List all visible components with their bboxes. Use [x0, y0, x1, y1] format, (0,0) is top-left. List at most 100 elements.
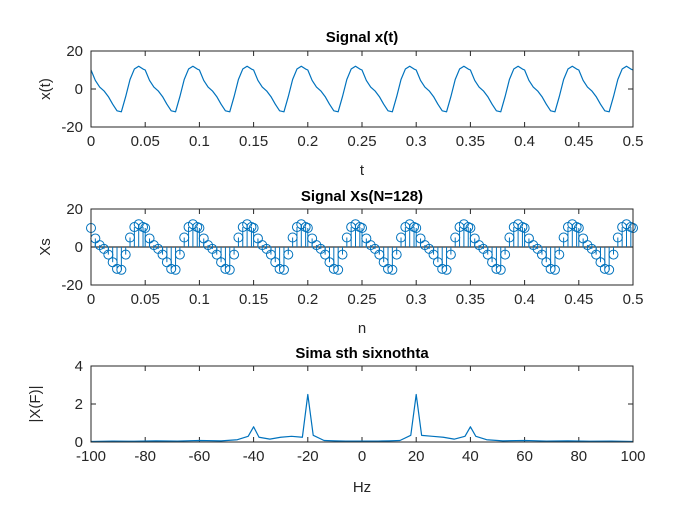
x-tick-label: 80	[570, 448, 587, 465]
stem-marker	[549, 264, 560, 275]
x-tick-label: 0.15	[239, 291, 268, 308]
panel-3-xlabel: Hz	[353, 479, 371, 496]
stem-marker	[445, 249, 456, 260]
stem-marker	[519, 223, 530, 233]
x-tick-label: 0.4	[514, 291, 535, 308]
stem-marker	[174, 249, 185, 260]
stem-marker	[354, 222, 365, 233]
x-tick-label: -80	[134, 448, 156, 465]
stem-marker	[283, 249, 294, 260]
x-tick-label: 20	[408, 448, 425, 465]
x-tick-label: 0.45	[564, 133, 593, 150]
stem-marker	[387, 264, 398, 275]
stem-marker	[441, 264, 452, 275]
y-tick-label: -20	[61, 119, 83, 136]
stem-marker	[302, 223, 313, 233]
stem-marker	[246, 222, 257, 233]
x-tick-label: 0.3	[406, 133, 427, 150]
stem-marker	[517, 222, 528, 233]
panel-1-plot-area	[90, 65, 634, 113]
x-tick-label: 0.25	[347, 133, 376, 150]
stem-marker	[391, 249, 402, 260]
panel-3-ticks: -100 -80 -60 -40 -20 0 20 40 60 80 100 0 2 4	[75, 358, 646, 465]
x-tick-label: 0.25	[347, 291, 376, 308]
x-tick-label: 0.5	[623, 133, 644, 150]
x-tick-label: 0	[87, 133, 95, 150]
stem-marker	[571, 222, 582, 233]
panel-2-ylabel: Xs	[37, 238, 54, 256]
stem-marker	[248, 223, 259, 233]
x-tick-label: 0.05	[131, 291, 160, 308]
stem-marker	[138, 222, 149, 233]
stem-marker	[500, 249, 511, 260]
panel-1-xlabel: t	[360, 162, 365, 179]
x-tick-label: 0.1	[189, 291, 210, 308]
x-tick-label: 60	[516, 448, 533, 465]
panel-3-title: Sima sth sixnothta	[295, 345, 429, 362]
x-tick-label: 100	[620, 448, 645, 465]
panel-1-ticks: 0 0.05 0.1 0.15 0.2 0.25 0.3 0.35 0.4 0.45 0.5-200…	[61, 43, 643, 150]
panel-2-ticks: 0 0.05 0.1 0.15 0.2 0.25 0.3 0.35 0.4 0.45 0.5-200…	[61, 201, 643, 308]
panel-3-axes-box	[90, 365, 634, 443]
y-tick-label: 2	[75, 396, 83, 413]
x-tick-label: -60	[189, 448, 211, 465]
x-tick-label: 0.15	[239, 133, 268, 150]
y-tick-label: 20	[66, 201, 83, 218]
stem-marker	[495, 264, 506, 275]
x-tick-label: 40	[462, 448, 479, 465]
stem-marker	[465, 223, 476, 233]
stem-marker	[116, 264, 127, 275]
x-tick-label: -20	[297, 448, 319, 465]
panel-1-title: Signal x(t)	[326, 29, 399, 46]
stem-marker	[278, 264, 289, 275]
stem-marker	[409, 222, 420, 233]
x-tick-label: 0.2	[297, 133, 318, 150]
stem-marker	[411, 223, 422, 233]
panel-spectrum: Sima sth sixnothta Hz |X(F)| -100 -80 -60-…	[27, 345, 646, 496]
y-tick-label: 0	[75, 239, 83, 256]
y-tick-label: 0	[75, 81, 83, 98]
panel-signal-xt: Signal x(t) t x(t) 0 0.05 0.1 0.15 0.2 0.25 0.…	[37, 29, 643, 179]
stem-marker	[333, 264, 344, 275]
panel-1-ylabel: x(t)	[37, 78, 54, 100]
y-tick-label: 20	[66, 43, 83, 60]
panel-3-ylabel: |X(F)|	[27, 386, 44, 423]
stem-marker	[192, 222, 203, 233]
stem-marker	[224, 264, 235, 275]
x-tick-label: -40	[243, 448, 265, 465]
x-tick-label: 0.45	[564, 291, 593, 308]
series-line	[90, 65, 634, 113]
x-tick-label: 0.35	[456, 133, 485, 150]
x-tick-label: 0.5	[623, 291, 644, 308]
panel-signal-xs: Signal Xs(N=128) n Xs 0 0.05 0.1 0.15 0.2 0.2…	[37, 188, 643, 337]
x-tick-label: 0	[87, 291, 95, 308]
x-tick-label: -100	[76, 448, 106, 465]
stem-marker	[573, 223, 584, 233]
x-tick-label: 0.4	[514, 133, 535, 150]
series-line	[90, 393, 634, 443]
y-tick-label: 4	[75, 358, 83, 375]
stem-marker	[608, 249, 619, 260]
x-tick-label: 0	[358, 448, 366, 465]
stem-marker	[300, 222, 311, 233]
stem-marker	[604, 264, 615, 275]
stem-marker	[337, 249, 348, 260]
y-tick-label: -20	[61, 277, 83, 294]
panel-1-axes-box	[90, 50, 634, 128]
stem-marker	[463, 222, 474, 233]
y-tick-label: 0	[75, 434, 83, 451]
x-tick-label: 0.1	[189, 133, 210, 150]
panel-2-axes-box	[90, 208, 634, 286]
panel-2-plot-area	[86, 219, 638, 275]
stem-marker	[140, 223, 151, 233]
stem-marker	[120, 249, 131, 260]
stem-marker	[194, 223, 205, 233]
x-tick-label: 0.3	[406, 291, 427, 308]
x-tick-label: 0.2	[297, 291, 318, 308]
stem-marker	[625, 222, 636, 233]
panel-2-xlabel: n	[358, 320, 366, 337]
stem-marker	[229, 249, 240, 260]
panel-3-plot-area	[90, 393, 634, 443]
